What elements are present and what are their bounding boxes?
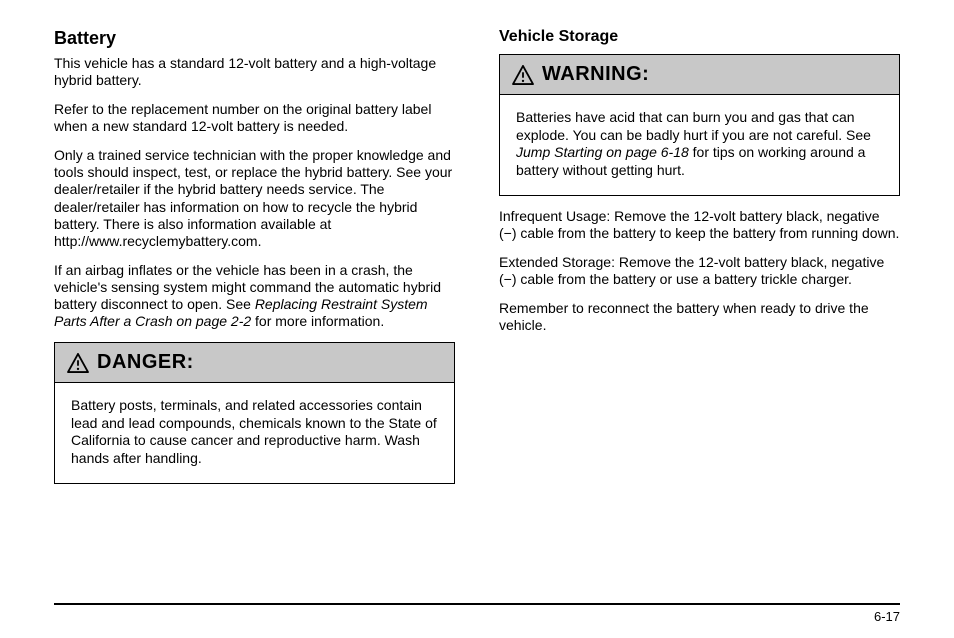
danger-body: Battery posts, terminals, and related ac… — [55, 383, 454, 483]
battery-p2: Refer to the replacement number on the o… — [54, 101, 455, 135]
storage-p3: Remember to reconnect the battery when r… — [499, 300, 900, 334]
left-column: Battery This vehicle has a standard 12-v… — [54, 28, 455, 496]
warning-body: Batteries have acid that can burn you an… — [500, 95, 899, 195]
battery-p3: Only a trained service technician with t… — [54, 147, 455, 249]
warning-body-a: Batteries have acid that can burn you an… — [516, 109, 871, 143]
right-column: Vehicle Storage WARNING: Batteries have … — [499, 28, 900, 496]
warning-body-xref: Jump Starting on page 6-18 — [516, 144, 689, 160]
warning-triangle-icon — [67, 353, 89, 373]
battery-p4: If an airbag inflates or the vehicle has… — [54, 262, 455, 330]
vehicle-storage-heading: Vehicle Storage — [499, 28, 900, 46]
two-column-layout: Battery This vehicle has a standard 12-v… — [54, 28, 900, 496]
storage-p1: Infrequent Usage: Remove the 12-volt bat… — [499, 208, 900, 242]
warning-callout-head: WARNING: — [500, 55, 899, 95]
page: Battery This vehicle has a standard 12-v… — [0, 0, 954, 638]
warning-label: WARNING: — [542, 63, 649, 86]
warning-callout: WARNING: Batteries have acid that can bu… — [499, 54, 900, 196]
battery-p1: This vehicle has a standard 12-volt batt… — [54, 55, 455, 89]
danger-callout: DANGER: Battery posts, terminals, and re… — [54, 342, 455, 484]
danger-callout-head: DANGER: — [55, 343, 454, 383]
page-number: 6-17 — [874, 609, 900, 624]
battery-p4-b: for more information. — [251, 313, 384, 329]
page-footer: 6-17 — [54, 603, 900, 624]
battery-heading: Battery — [54, 28, 455, 49]
danger-label: DANGER: — [97, 351, 194, 374]
warning-triangle-icon — [512, 65, 534, 85]
storage-p2: Extended Storage: Remove the 12-volt bat… — [499, 254, 900, 288]
